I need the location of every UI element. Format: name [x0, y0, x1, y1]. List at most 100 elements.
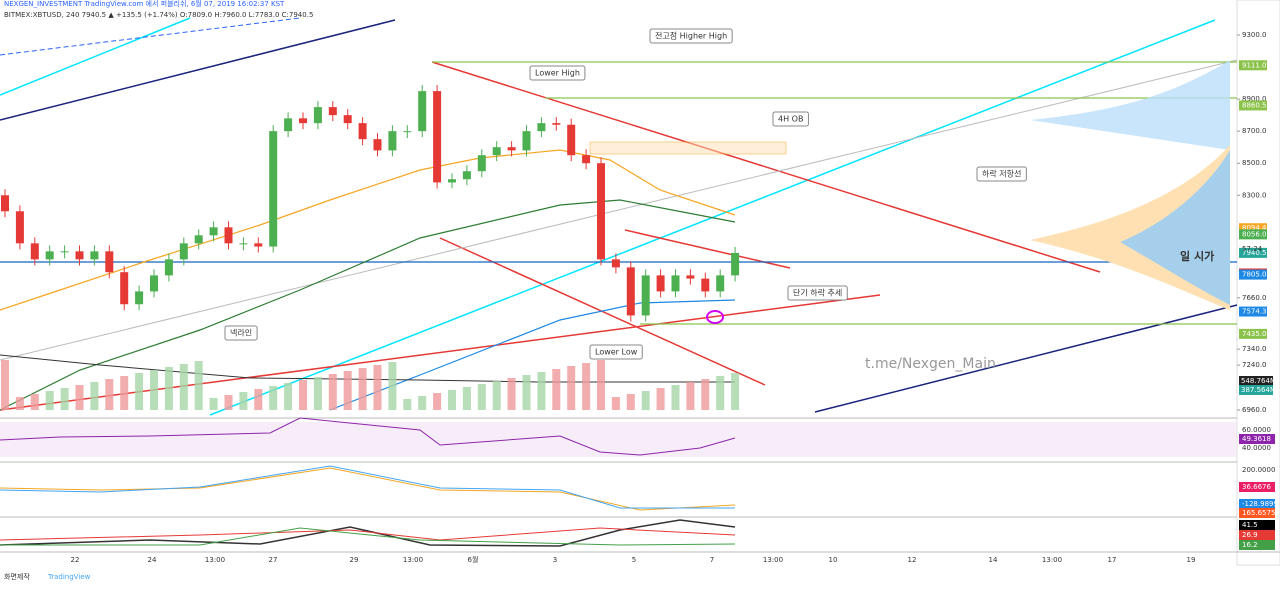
- candle: [522, 131, 531, 151]
- candle: [567, 124, 576, 156]
- indicator-label: 49.3618: [1242, 435, 1271, 443]
- indicator-label-bg: [1239, 520, 1275, 530]
- time-label: 19: [1187, 556, 1196, 564]
- volume-bar: [433, 393, 442, 410]
- volume-bar: [45, 391, 54, 410]
- candle: [358, 123, 367, 140]
- volume-bar: [313, 377, 322, 410]
- price-tick-label: 7240.0: [1242, 361, 1267, 369]
- candle: [1, 195, 9, 212]
- candle: [194, 235, 203, 244]
- candle: [626, 267, 635, 316]
- volume-label: 387.564M: [1241, 386, 1276, 394]
- volume-bar: [507, 378, 516, 410]
- candle: [224, 227, 233, 244]
- candle: [150, 275, 158, 292]
- volume-bar: [269, 386, 278, 410]
- indicator-label: -128.9899: [1242, 500, 1278, 508]
- price-tick-label: 8900.0: [1242, 95, 1267, 103]
- annotation-box: [224, 325, 258, 341]
- volume-bar: [731, 373, 740, 410]
- volume-bar: [716, 376, 725, 410]
- candle: [30, 243, 39, 260]
- candle: [45, 251, 54, 260]
- price-tick-label: 8700.0: [1242, 127, 1267, 135]
- candle: [209, 227, 218, 236]
- candle: [611, 259, 620, 268]
- candle: [388, 131, 397, 151]
- price-label-bg: [1239, 100, 1267, 111]
- volume-label-bg: [1239, 376, 1273, 386]
- annotation-box: [649, 28, 733, 44]
- volume-bar: [686, 382, 695, 410]
- annotation-box: [976, 166, 1027, 182]
- price-label-bg: [1239, 229, 1267, 240]
- candle: [731, 252, 740, 276]
- candle: [343, 115, 352, 124]
- volume-bar: [328, 374, 337, 410]
- indicator-label: 41.5: [1242, 521, 1258, 529]
- candle: [105, 251, 114, 273]
- volume-bar: [582, 363, 591, 410]
- candle: [448, 179, 456, 183]
- volume-bar: [522, 375, 531, 410]
- time-label: 5: [632, 556, 636, 564]
- indicator-label: 200.0000: [1242, 466, 1275, 474]
- volume-bar: [671, 385, 680, 410]
- volume-bar: [1, 360, 9, 410]
- candle: [477, 155, 486, 172]
- volume-bar: [209, 398, 218, 410]
- volume-bar: [90, 382, 99, 410]
- time-label: 22: [71, 556, 80, 564]
- indicator-label-bg: [1239, 530, 1275, 540]
- time-label: 13:00: [763, 556, 783, 564]
- volume-bar: [701, 379, 710, 410]
- volume-bar: [60, 388, 69, 410]
- candle: [537, 123, 546, 132]
- price-label-bg: [1239, 306, 1267, 317]
- time-label: 17: [1108, 556, 1117, 564]
- symbol-info: BITMEX:XBTUSD, 240 7940.5 ▲ +135.5 (+1.7…: [4, 11, 313, 19]
- annotation: 단기 하락 추세: [793, 288, 842, 298]
- volume-bar: [567, 366, 576, 410]
- indicator-label: 26.9: [1242, 531, 1258, 539]
- price-label-bg: [1239, 328, 1267, 339]
- candle: [433, 91, 442, 183]
- indicator-label: 40.0000: [1242, 444, 1271, 452]
- indicator-label: 16.2: [1242, 541, 1258, 549]
- indicator-label-bg: [1239, 482, 1275, 492]
- volume-bar: [150, 370, 158, 410]
- annotation-box: [529, 65, 586, 81]
- time-label: 7: [710, 556, 714, 564]
- annotation: Lower High: [535, 69, 580, 78]
- volume-bar: [284, 383, 293, 410]
- candle: [656, 275, 665, 292]
- volume-bar: [343, 371, 352, 410]
- candle: [269, 131, 278, 247]
- volume-bar: [537, 372, 546, 410]
- time-label: 12: [908, 556, 917, 564]
- indicator-label-bg: [1239, 508, 1275, 518]
- price-tick-label: 6960.0: [1242, 406, 1267, 414]
- annotation-box: [772, 111, 809, 127]
- volume-bar: [358, 368, 367, 410]
- time-label: 13:00: [403, 556, 423, 564]
- time-label: 3: [553, 556, 557, 564]
- candle: [492, 147, 501, 156]
- price-tick-label: 7940.5: [1242, 249, 1267, 257]
- time-label: 13:00: [205, 556, 225, 564]
- candle: [179, 243, 188, 260]
- price-label-bg: [1239, 223, 1267, 234]
- volume-bar: [448, 390, 456, 410]
- volume-bar: [418, 396, 427, 410]
- candle: [239, 243, 248, 245]
- daily-open-label: 일 시가: [1180, 249, 1214, 263]
- price-label-bg: [1239, 60, 1267, 71]
- volume-label-bg: [1239, 385, 1273, 395]
- volume-bar: [626, 394, 635, 410]
- volume-bar: [373, 365, 382, 410]
- volume-bar: [239, 392, 248, 410]
- candle: [75, 251, 84, 260]
- candle: [313, 107, 322, 124]
